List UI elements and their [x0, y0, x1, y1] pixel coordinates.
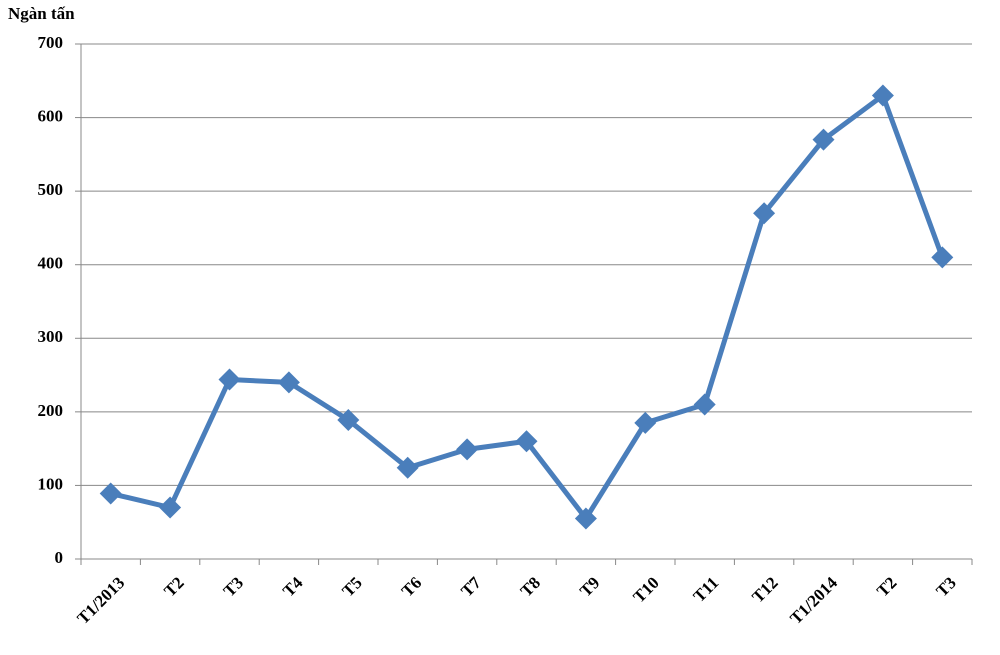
x-tick-label: T8	[517, 573, 544, 600]
marker	[277, 371, 300, 394]
marker	[812, 128, 835, 151]
marker	[218, 368, 241, 391]
y-tick-label: 500	[38, 180, 64, 199]
marker	[693, 393, 716, 416]
x-tick-label: T5	[338, 573, 365, 600]
x-tick-label: T2	[873, 573, 900, 600]
x-tick-label: T7	[457, 573, 485, 601]
x-tick-label: T11	[689, 573, 722, 606]
x-tick-label: T9	[576, 573, 603, 600]
marker	[99, 482, 122, 505]
marker	[159, 496, 182, 519]
x-tick-label: T3	[220, 573, 247, 600]
marker	[753, 202, 776, 225]
marker	[515, 430, 538, 453]
x-tick-label: T4	[279, 573, 307, 601]
line	[110, 93, 945, 522]
y-axis-label: Ngàn tấn	[8, 4, 75, 23]
marker	[931, 246, 954, 269]
y-tick-label: 400	[38, 254, 64, 273]
marker	[574, 507, 597, 530]
x-tick-label: T10	[629, 573, 662, 606]
y-tick-label: 100	[38, 474, 64, 493]
marker	[396, 456, 419, 479]
marker	[871, 84, 894, 107]
y-tick-label: 200	[38, 401, 64, 420]
x-tick-label: T6	[398, 573, 425, 600]
x-tick-label: T2	[160, 573, 187, 600]
y-tick-label: 300	[38, 327, 64, 346]
marker	[456, 438, 479, 461]
x-tick-label: T1/2014	[786, 573, 841, 628]
marker	[634, 411, 657, 434]
marker	[337, 408, 360, 431]
y-tick-label: 0	[55, 548, 64, 567]
x-tick-label: T3	[932, 573, 959, 600]
x-tick-label: T12	[748, 573, 781, 606]
y-tick-label: 600	[38, 106, 64, 125]
y-tick-label: 700	[38, 33, 64, 52]
x-tick-label: T1/2013	[73, 573, 128, 628]
